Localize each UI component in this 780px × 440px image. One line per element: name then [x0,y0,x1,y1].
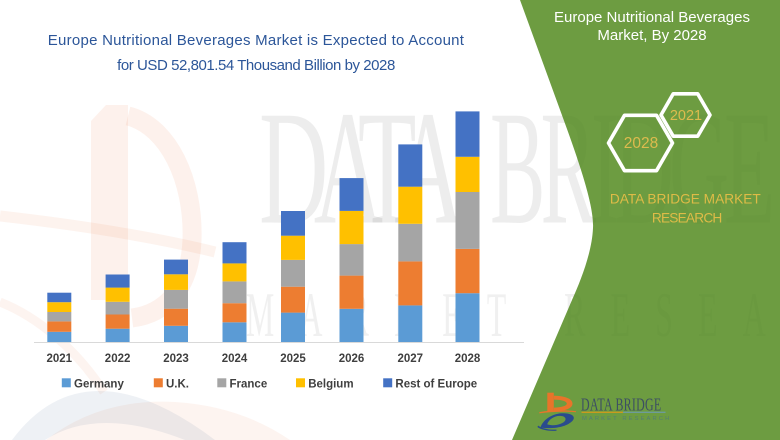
svg-text:2027: 2027 [398,353,424,365]
svg-text:MARKET RESEARCH: MARKET RESEARCH [582,416,671,422]
svg-text:Belgium: Belgium [308,379,353,391]
svg-text:2028: 2028 [455,353,481,365]
svg-text:2023: 2023 [163,353,189,365]
svg-text:U.K.: U.K. [166,379,189,391]
svg-text:France: France [230,379,268,391]
svg-text:Rest of Europe: Rest of Europe [395,379,477,391]
svg-text:2025: 2025 [280,353,306,365]
svg-text:2024: 2024 [222,353,248,365]
svg-text:DATA BRIDGE MARKET: DATA BRIDGE MARKET [610,191,761,206]
svg-text:DATA BRIDGE: DATA BRIDGE [581,395,661,415]
svg-text:RESEARCH: RESEARCH [652,210,722,225]
svg-text:Germany: Germany [74,379,124,391]
svg-text:2021: 2021 [670,108,702,124]
svg-text:2022: 2022 [105,353,131,365]
svg-text:2028: 2028 [624,135,658,152]
svg-text:2021: 2021 [47,353,73,365]
svg-text:2026: 2026 [339,353,365,365]
